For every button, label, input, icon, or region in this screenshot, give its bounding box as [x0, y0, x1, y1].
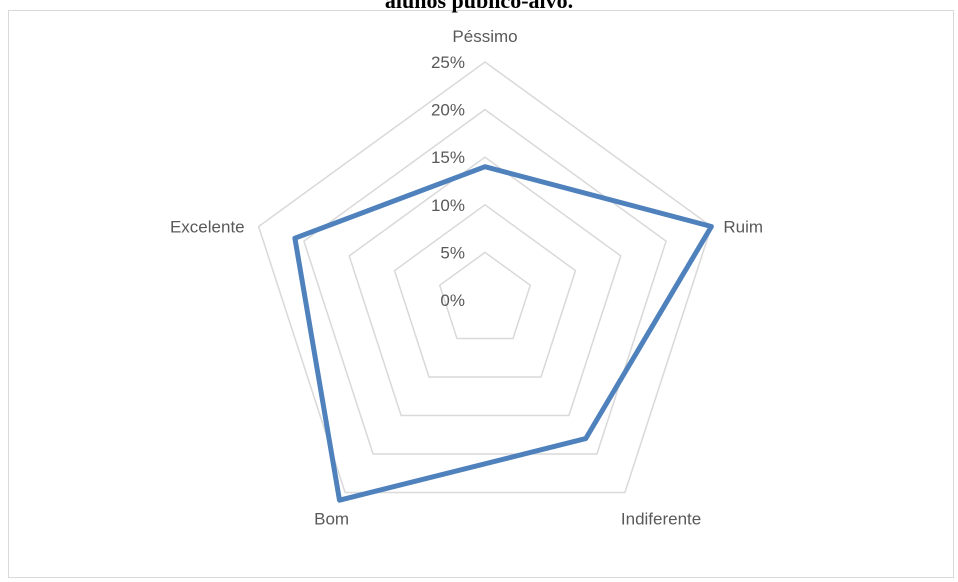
grid-ring-3 — [348, 156, 622, 417]
chart-frame — [8, 10, 954, 578]
grid-ring-1 — [438, 251, 532, 340]
grid-ring-2 — [393, 203, 577, 378]
grid-ring-5 — [257, 61, 713, 494]
tick-label: 15% — [431, 148, 465, 167]
category-label: Indiferente — [621, 510, 701, 529]
category-label: Ruim — [723, 217, 763, 236]
tick-label: 20% — [431, 101, 465, 120]
category-label: Bom — [314, 510, 349, 529]
tick-label: 5% — [440, 243, 465, 262]
chart-title: alunos público-alvo. — [384, 0, 574, 13]
tick-label: 0% — [440, 291, 465, 310]
category-label: Excelente — [170, 217, 245, 236]
series-line-0 — [292, 164, 714, 503]
category-label: Péssimo — [452, 27, 517, 46]
tick-label: 10% — [431, 196, 465, 215]
grid-ring-4 — [303, 108, 667, 455]
tick-label: 25% — [431, 53, 465, 72]
